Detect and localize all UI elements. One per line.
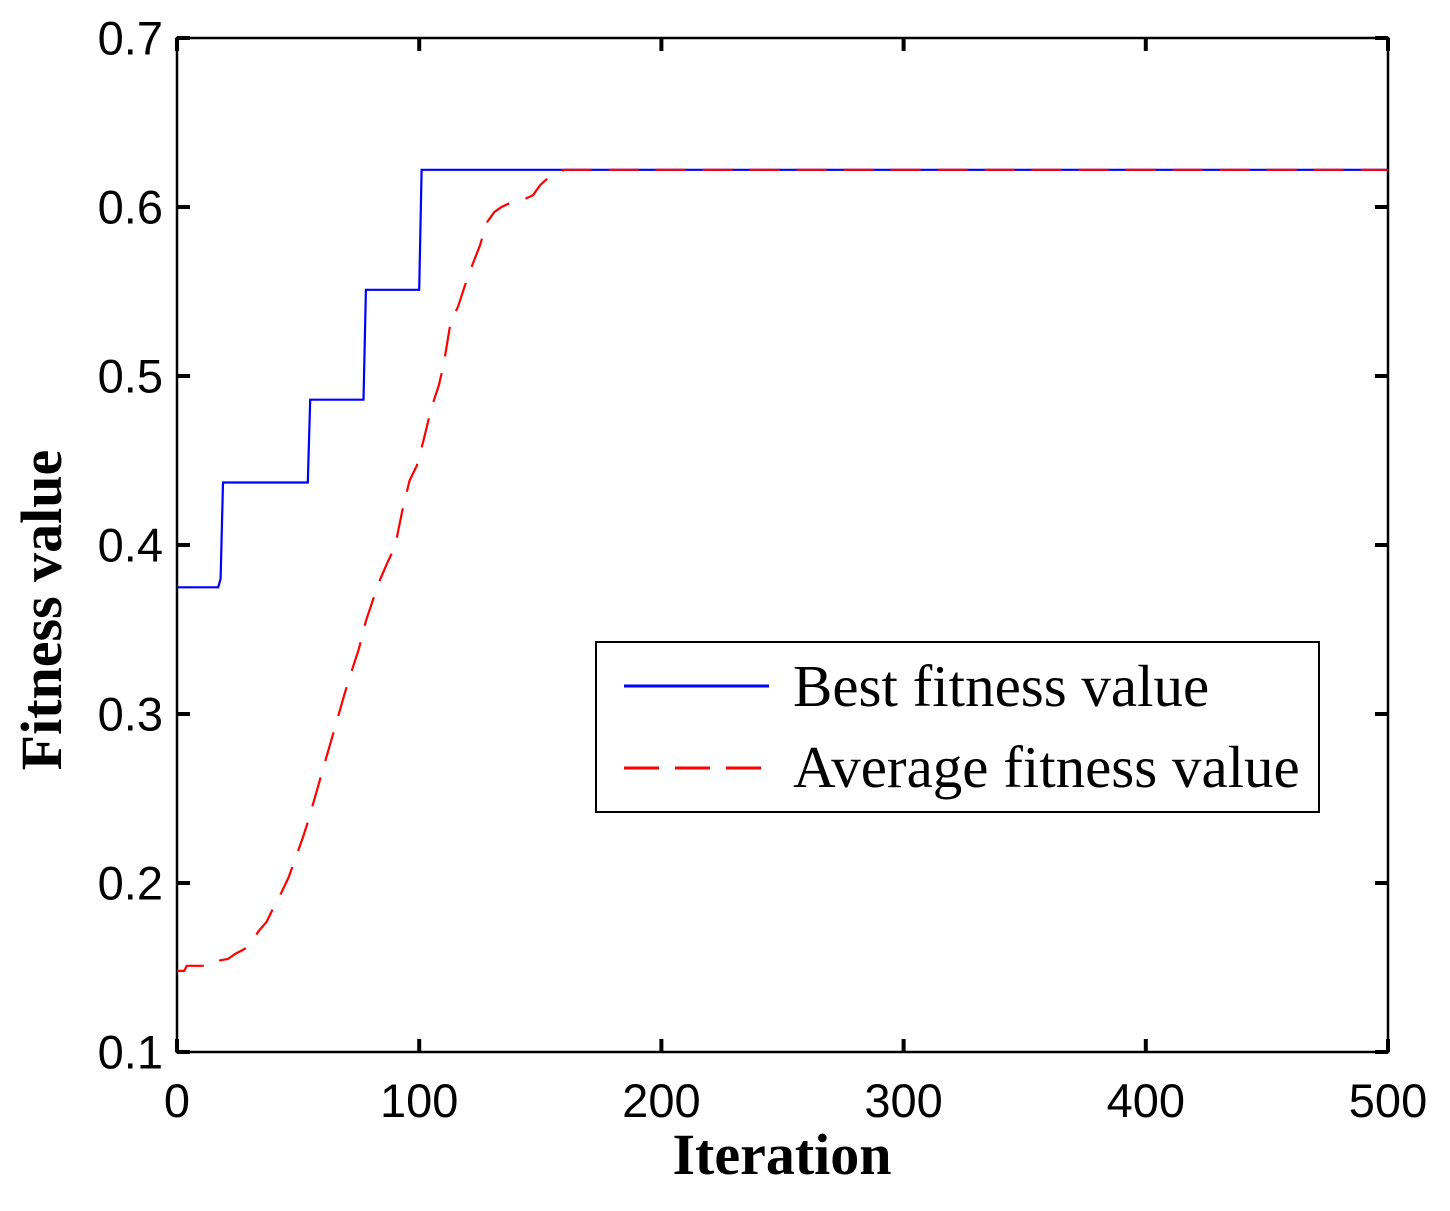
y-tick-label: 0.1 <box>97 1025 163 1079</box>
legend-label-average: Average fitness value <box>793 734 1300 801</box>
legend-item-average: Average fitness value <box>597 730 1318 806</box>
legend-line-solid-icon <box>624 684 769 688</box>
legend-line-dashed-icon <box>624 766 769 770</box>
y-axis-title: Fitness value <box>9 449 74 771</box>
series-line-0 <box>177 168 1388 589</box>
y-tick-label: 0.4 <box>97 518 163 572</box>
x-tick-label: 300 <box>864 1074 943 1127</box>
y-tick-label: 0.5 <box>97 349 163 403</box>
axis-box <box>175 36 1390 1054</box>
y-tick-label: 0.3 <box>97 687 163 741</box>
x-tick-label: 100 <box>379 1074 459 1127</box>
x-axis-title: Iteration <box>672 1122 892 1187</box>
legend-label-best: Best fitness value <box>793 652 1210 719</box>
legend-item-best: Best fitness value <box>597 648 1318 724</box>
x-tick-label: 0 <box>163 1074 191 1127</box>
x-tick-label: 200 <box>622 1074 701 1127</box>
legend: Best fitness value Average fitness value <box>595 641 1320 813</box>
x-tick-label: 400 <box>1106 1074 1186 1127</box>
y-tick-label: 0.2 <box>97 856 163 910</box>
series-line-1 <box>177 168 1388 973</box>
y-tick-label: 0.6 <box>97 180 163 234</box>
x-tick-label: 500 <box>1348 1074 1428 1127</box>
y-tick-label: 0.7 <box>97 11 163 65</box>
